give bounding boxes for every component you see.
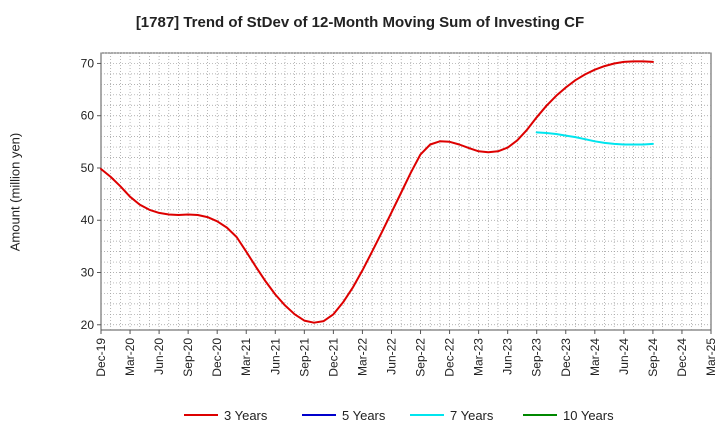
x-tick-label: Sep-22 — [414, 338, 428, 377]
legend-label: 3 Years — [224, 408, 268, 423]
x-tick-label: Sep-20 — [181, 338, 195, 377]
series-line-3 — [535, 131, 654, 146]
x-tick-label: Jun-21 — [268, 338, 282, 375]
x-tick-label: Mar-24 — [588, 338, 602, 376]
x-tick-label: Dec-20 — [210, 338, 224, 377]
x-tick-label: Sep-21 — [297, 338, 311, 377]
y-tick-label: 30 — [81, 266, 95, 280]
legend: 3 Years 5 Years 7 Years 10 Years — [184, 408, 614, 423]
x-tick-label: Dec-21 — [326, 338, 340, 377]
x-tick-labels: Dec-19 Mar-20 Jun-20 Sep-20 Dec-20 Mar-21 Jun-… — [94, 330, 718, 377]
y-tick-label: 50 — [81, 161, 95, 175]
x-tick-label: Dec-22 — [443, 338, 457, 377]
x-tick-label: Mar-21 — [239, 338, 253, 376]
x-tick-label: Sep-23 — [530, 338, 544, 377]
x-tick-label: Dec-24 — [675, 338, 689, 377]
x-tick-label: Jun-20 — [152, 338, 166, 375]
x-tick-label: Jun-23 — [501, 338, 515, 375]
x-tick-label: Dec-23 — [559, 338, 573, 377]
x-tick-label: Jun-24 — [617, 338, 631, 375]
y-tick-label: 60 — [81, 109, 95, 123]
x-tick-label: Jun-22 — [384, 338, 398, 375]
y-tick-label: 70 — [81, 56, 95, 70]
x-tick-label: Sep-24 — [646, 338, 660, 377]
grid-lines — [101, 52, 711, 330]
chart-title: [1787] Trend of StDev of 12-Month Moving… — [135, 14, 585, 31]
y-tick-label: 40 — [81, 213, 95, 227]
plot-area — [100, 52, 712, 331]
series-line-1 — [100, 60, 654, 324]
y-tick-label: 20 — [81, 318, 95, 332]
legend-label: 7 Years — [450, 408, 494, 423]
series-lines — [100, 60, 654, 324]
y-tick-labels: 20 30 40 50 60 70 — [81, 56, 101, 332]
x-tick-label: Mar-23 — [472, 338, 486, 376]
x-tick-label: Mar-25 — [704, 338, 718, 376]
legend-label: 5 Years — [342, 408, 386, 423]
x-tick-label: Dec-19 — [94, 338, 108, 377]
legend-label: 10 Years — [563, 408, 614, 423]
x-tick-label: Mar-22 — [355, 338, 369, 376]
x-tick-label: Mar-20 — [123, 338, 137, 376]
